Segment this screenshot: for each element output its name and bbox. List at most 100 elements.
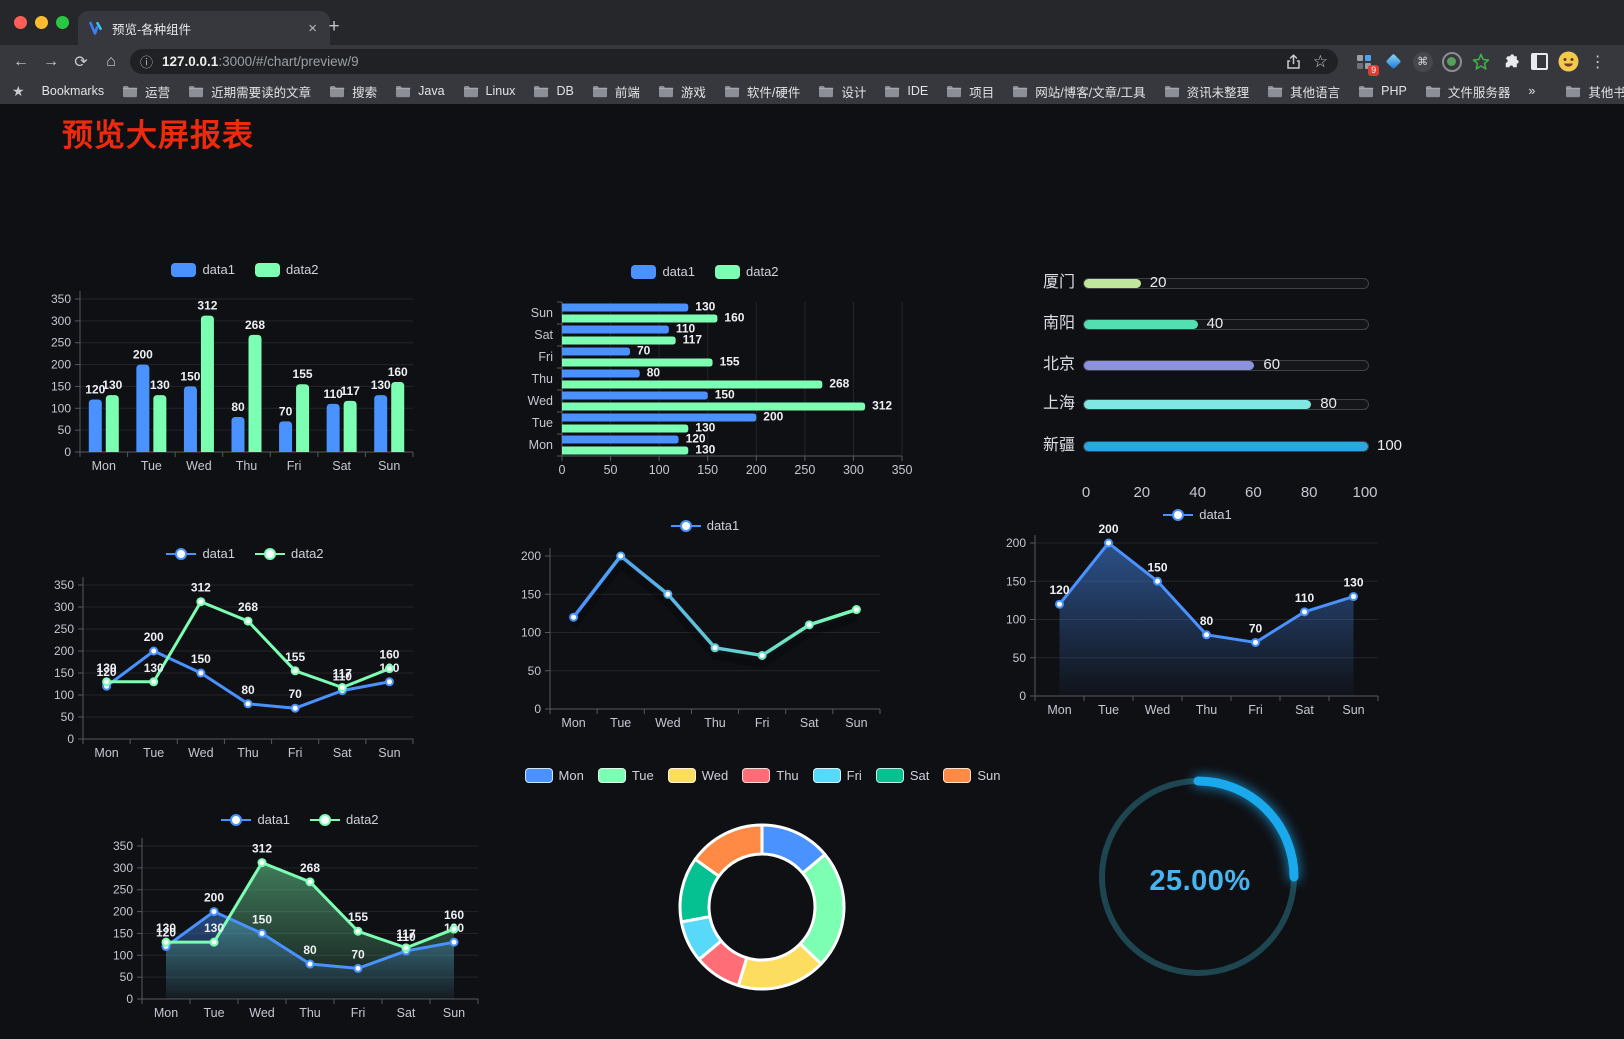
legend-item-Wed[interactable]: Wed: [667, 768, 728, 783]
legend-item-data1[interactable]: data1: [631, 264, 695, 279]
green-star-extension-icon[interactable]: [1470, 51, 1492, 73]
svg-text:100: 100: [1006, 613, 1026, 627]
maximize-window-button[interactable]: [56, 16, 69, 29]
reload-icon[interactable]: ⟳: [74, 53, 88, 71]
chart-legend: Mon Tue Wed Thu Fri Sat Sun: [524, 768, 1000, 783]
gem-extension-icon[interactable]: [1382, 51, 1404, 73]
chart-gauge[interactable]: 25.00%: [1095, 774, 1305, 989]
bookmark-folder[interactable]: 软件/硬件: [715, 79, 809, 104]
legend-item-Tue[interactable]: Tue: [597, 768, 654, 783]
bookmarks-label[interactable]: Bookmarks: [41, 84, 105, 98]
legend-item-data1[interactable]: data1: [166, 546, 235, 561]
bookmark-folder[interactable]: 设计: [809, 79, 875, 104]
bookmark-folder[interactable]: 游戏: [649, 79, 715, 104]
progress-track: [1083, 277, 1369, 289]
bookmark-folder[interactable]: Linux: [454, 81, 525, 101]
legend-label: Mon: [558, 768, 584, 783]
svg-text:150: 150: [51, 379, 71, 393]
bookmark-folder[interactable]: 前端: [583, 79, 649, 104]
chart-donut[interactable]: Mon Tue Wed Thu Fri Sat Sun: [524, 764, 1000, 999]
bookmark-folder[interactable]: 项目: [937, 79, 1003, 104]
svg-text:130: 130: [371, 378, 391, 392]
legend-label: data1: [202, 262, 235, 277]
chart-horizontal-bar[interactable]: data1 data2 0 50 100 150 200 250 300 350 Sun 130 160…: [500, 254, 913, 484]
command-extension-icon[interactable]: ⌘: [1412, 51, 1434, 73]
chart-progress-bars[interactable]: 厦门 20 南阳 40 北京 60 上海 80 新疆 100 0 20 40 60 80 100: [1005, 256, 1405, 504]
svg-text:110: 110: [396, 930, 416, 944]
legend-swatch: [171, 262, 197, 277]
chart-line-two-series[interactable]: data1 data2 0 50 100 150 200 250 300 350 Mon Tue Wed…: [45, 534, 445, 769]
svg-text:Wed: Wed: [249, 1006, 275, 1020]
browser-menu-icon[interactable]: ⋮: [1589, 53, 1606, 71]
folder-icon: [123, 85, 138, 97]
browser-tab-active[interactable]: 预览-各种组件 ×: [78, 11, 330, 45]
folder-icon: [1425, 85, 1441, 97]
profile-avatar[interactable]: [1558, 51, 1580, 73]
legend-item-data2[interactable]: data2: [715, 264, 779, 279]
chart-area-two-series[interactable]: data1 data2 0 50 100 150 200 250 300 350 Mon Tue Wed…: [100, 804, 500, 1039]
svg-text:350: 350: [113, 839, 133, 853]
site-info-icon[interactable]: ⓘ: [140, 55, 154, 70]
share-icon[interactable]: [1286, 53, 1301, 70]
bookmark-folder[interactable]: 近期需要读的文章: [179, 79, 320, 104]
legend-item-data1[interactable]: data1: [670, 518, 739, 533]
tab-close-icon[interactable]: ×: [308, 19, 317, 37]
chart-grouped-bar[interactable]: data1 data2 0 50 100 150 200 250 300 350 Mon Tue Wed…: [45, 254, 445, 479]
svg-text:155: 155: [285, 650, 305, 664]
legend-item-data1[interactable]: data1: [171, 262, 235, 277]
folder-icon: [885, 85, 900, 97]
bookmark-folder[interactable]: 资讯未整理: [1155, 79, 1259, 104]
svg-text:Sat: Sat: [800, 716, 819, 730]
svg-text:312: 312: [252, 842, 272, 856]
bookmark-folder[interactable]: 网站/博客/文章/工具: [1003, 79, 1154, 104]
bookmark-folder[interactable]: 搜索: [320, 79, 386, 104]
other-bookmarks-folder[interactable]: 其他书签: [1556, 79, 1624, 104]
grid-extension-icon[interactable]: 9: [1353, 51, 1380, 76]
record-extension-icon[interactable]: [1441, 51, 1463, 73]
svg-text:200: 200: [133, 348, 153, 362]
legend-label: data2: [291, 546, 324, 561]
address-bar[interactable]: ⓘ 127.0.0.1 :3000/#/chart/preview/9 ☆: [130, 49, 1338, 74]
bookmark-folder[interactable]: PHP: [1349, 81, 1416, 101]
legend-item-Sun[interactable]: Sun: [943, 768, 1000, 783]
svg-text:80: 80: [231, 400, 245, 414]
legend-item-data2[interactable]: data2: [255, 546, 324, 561]
legend-item-Sat[interactable]: Sat: [875, 768, 929, 783]
back-icon[interactable]: ←: [13, 52, 29, 70]
bookmark-folder[interactable]: Java: [386, 81, 453, 101]
bookmark-folder[interactable]: 运营: [113, 79, 179, 104]
svg-text:350: 350: [892, 463, 913, 477]
close-window-button[interactable]: [14, 16, 27, 29]
legend-item-data2[interactable]: data2: [255, 262, 319, 277]
svg-text:Wed: Wed: [188, 746, 214, 760]
legend-swatch: [310, 813, 340, 826]
legend-item-data2[interactable]: data2: [310, 812, 379, 827]
home-icon[interactable]: ⌂: [106, 52, 116, 70]
legend-item-data1[interactable]: data1: [221, 812, 290, 827]
svg-text:Mon: Mon: [529, 438, 553, 452]
svg-text:110: 110: [676, 322, 696, 336]
svg-text:70: 70: [637, 344, 651, 358]
puzzle-extensions-icon[interactable]: [1499, 51, 1521, 73]
bookmark-folder[interactable]: 文件服务器: [1416, 79, 1520, 104]
legend-item-data1[interactable]: data1: [1163, 507, 1232, 522]
svg-text:312: 312: [872, 399, 892, 413]
legend-item-Mon[interactable]: Mon: [524, 768, 584, 783]
svg-text:Fri: Fri: [755, 716, 770, 730]
new-tab-button[interactable]: +: [328, 16, 340, 37]
forward-icon[interactable]: →: [43, 52, 59, 70]
bookmark-folder[interactable]: 其他语言: [1258, 79, 1349, 104]
bookmark-folder[interactable]: IDE: [875, 81, 937, 101]
legend-item-Thu[interactable]: Thu: [742, 768, 799, 783]
minimize-window-button[interactable]: [35, 16, 48, 29]
legend-item-Fri[interactable]: Fri: [812, 768, 862, 783]
progress-label: 南阳: [1042, 315, 1075, 332]
chart-area-single[interactable]: data1 0 50 100 150 200 Mon Tue Wed Thu Fri Sat Sun 12…: [1000, 499, 1395, 724]
bookmark-folder[interactable]: DB: [524, 81, 582, 101]
bookmarks-overflow-chevron[interactable]: »: [1528, 84, 1536, 98]
bookmark-star-icon[interactable]: ☆: [1312, 51, 1328, 71]
chart-gradient-line[interactable]: data1 0 50 100 150 200 Mon Tue Wed Thu Fri Sat Sun: [505, 504, 905, 739]
bar-data1: [279, 421, 293, 452]
reader-mode-icon[interactable]: [1528, 51, 1550, 73]
svg-text:312: 312: [191, 581, 211, 595]
